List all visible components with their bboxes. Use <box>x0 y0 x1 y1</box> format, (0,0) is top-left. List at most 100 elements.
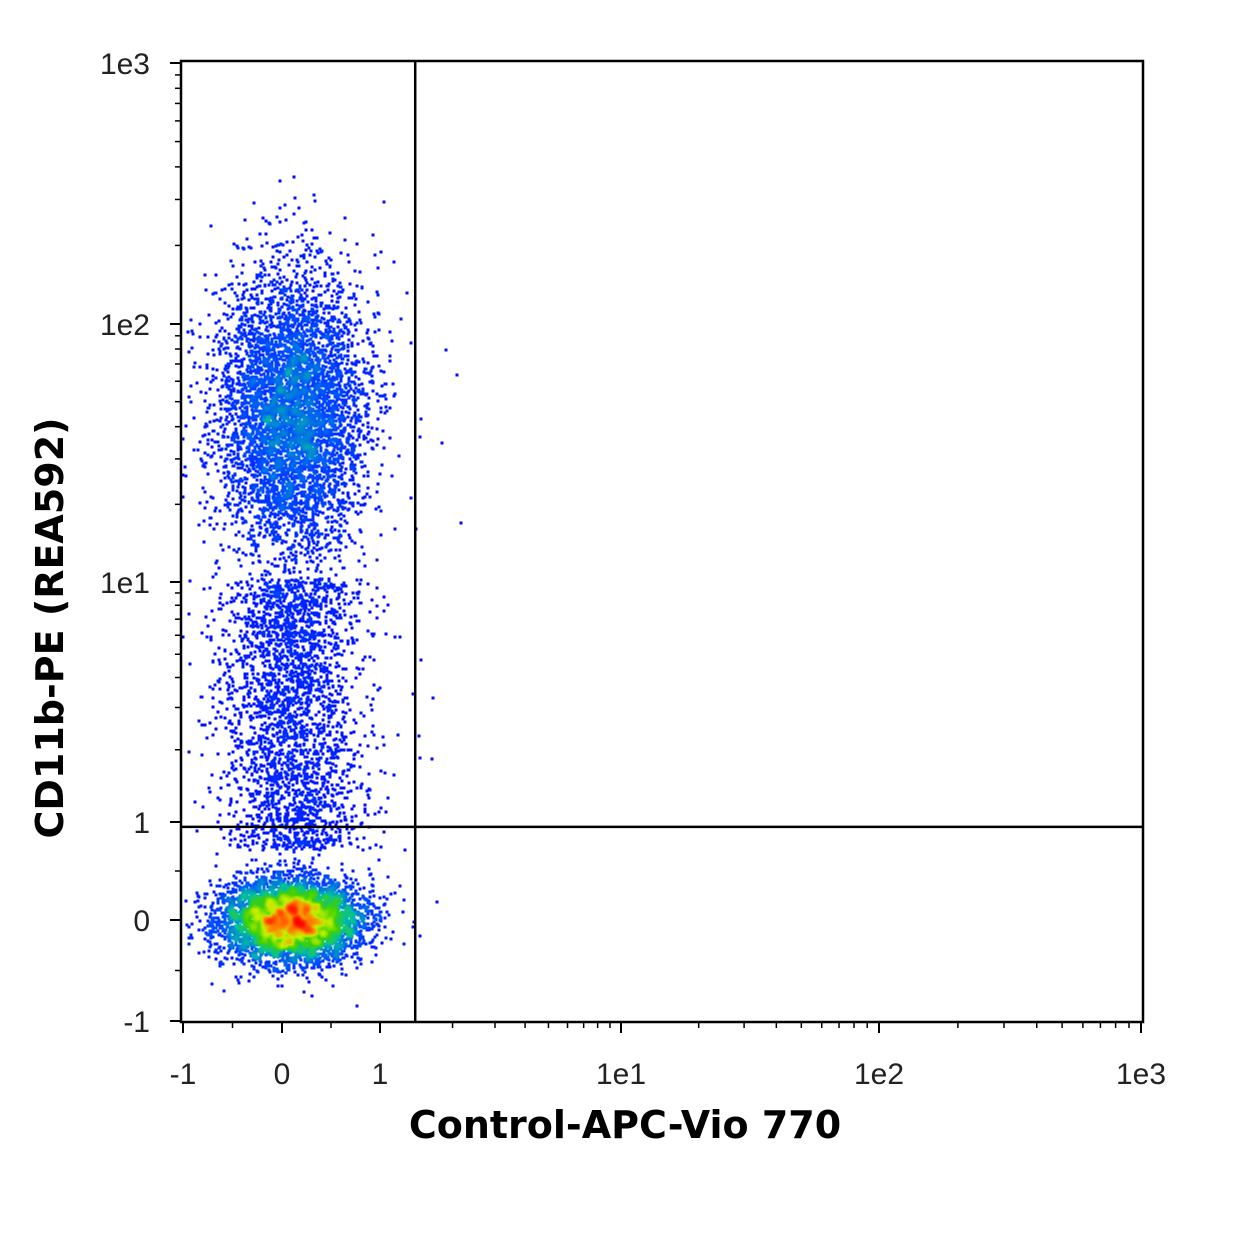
event-dot <box>279 207 282 210</box>
event-dot <box>293 213 296 216</box>
event-dot <box>311 607 314 610</box>
event-dot <box>296 273 299 276</box>
event-dot <box>236 958 239 961</box>
event-dot <box>352 430 355 433</box>
event-dot <box>207 443 210 446</box>
event-dot <box>277 565 280 568</box>
event-dot <box>343 787 346 790</box>
event-dot <box>334 557 337 560</box>
event-dot <box>323 794 326 797</box>
event-dot <box>298 860 301 863</box>
event-dot <box>253 307 256 310</box>
event-dot <box>272 603 275 606</box>
event-dot <box>230 801 233 804</box>
event-dot <box>351 652 354 655</box>
event-dot <box>367 745 370 748</box>
event-dot <box>264 741 267 744</box>
event-dot <box>356 285 359 288</box>
event-dot <box>338 685 341 688</box>
event-dot <box>349 709 352 712</box>
event-dot <box>352 335 355 338</box>
event-dot <box>363 504 366 507</box>
event-dot <box>273 735 276 738</box>
event-dot <box>222 549 225 552</box>
event-dot <box>276 725 279 728</box>
event-dot <box>304 712 307 715</box>
event-dot <box>269 639 272 642</box>
event-dot <box>361 822 364 825</box>
event-dot <box>252 717 255 720</box>
event-dot <box>252 666 255 669</box>
event-dot <box>266 788 269 791</box>
event-dot <box>237 449 240 452</box>
event-dot <box>325 260 328 263</box>
event-dot <box>347 640 350 643</box>
event-dot <box>209 722 212 725</box>
event-dot <box>259 711 262 714</box>
event-dot <box>316 793 319 796</box>
event-dot <box>248 779 251 782</box>
event-dot <box>374 254 377 257</box>
event-dot <box>254 770 257 773</box>
event-dot <box>240 821 243 824</box>
event-dot <box>302 275 305 278</box>
event-dot <box>290 762 293 765</box>
event-dot <box>318 640 321 643</box>
event-dot <box>301 725 304 728</box>
event-dot <box>229 509 232 512</box>
event-dot <box>217 797 220 800</box>
event-dot <box>432 697 435 700</box>
event-dot <box>219 678 222 681</box>
event-dot <box>253 703 256 706</box>
event-dot <box>303 613 306 616</box>
event-dot <box>326 762 329 765</box>
event-dot <box>250 593 253 596</box>
event-dot <box>299 610 302 613</box>
event-dot <box>200 391 203 394</box>
event-dot <box>324 557 327 560</box>
event-dot <box>235 428 238 431</box>
event-dot <box>313 746 316 749</box>
event-dot <box>341 591 344 594</box>
event-dot <box>257 298 260 301</box>
event-dot <box>314 200 317 203</box>
event-dot <box>349 458 352 461</box>
event-dot <box>245 554 248 557</box>
event-dot <box>299 544 302 547</box>
event-dot <box>247 584 250 587</box>
event-dot <box>237 613 240 616</box>
event-dot <box>311 862 314 865</box>
event-dot <box>257 816 260 819</box>
event-dot <box>334 520 337 523</box>
event-dot <box>328 585 331 588</box>
event-dot <box>241 618 244 621</box>
event-dot <box>295 790 298 793</box>
event-dot <box>251 859 254 862</box>
event-dot <box>372 234 375 237</box>
event-dot <box>256 679 259 682</box>
event-dot <box>287 708 290 711</box>
event-dot <box>217 753 220 756</box>
event-dot <box>260 602 263 605</box>
event-dot <box>244 219 247 222</box>
event-dot <box>357 409 360 412</box>
event-dot <box>339 831 342 834</box>
event-dot <box>348 603 351 606</box>
event-dot <box>196 916 199 919</box>
event-dot <box>225 465 228 468</box>
event-dot <box>220 716 223 719</box>
event-dot <box>337 693 340 696</box>
event-dot <box>208 956 211 959</box>
event-dot <box>341 654 344 657</box>
event-dot <box>246 663 249 666</box>
event-dot <box>299 707 302 710</box>
event-dot <box>311 243 314 246</box>
event-dot <box>331 516 334 519</box>
event-dot <box>361 755 364 758</box>
event-dot <box>282 605 285 608</box>
event-dot <box>328 963 331 966</box>
event-dot <box>267 652 270 655</box>
event-dot <box>311 266 314 269</box>
event-dot <box>233 705 236 708</box>
